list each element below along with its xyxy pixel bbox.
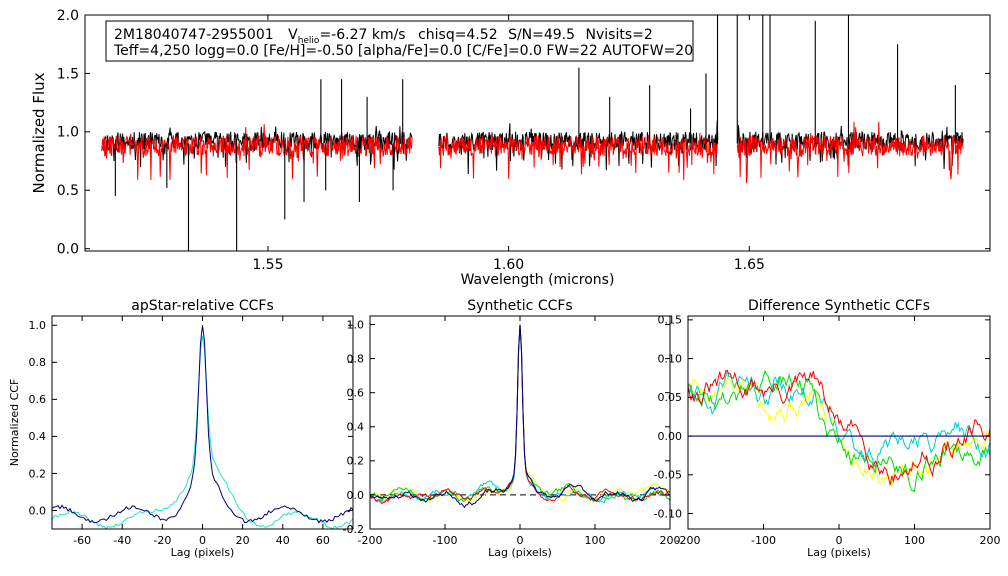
difference-ccf-ytick-label: -0.10 xyxy=(654,507,682,520)
spectrum-axes-frame xyxy=(84,14,991,252)
synthetic-ccf-ytick-label: 0.6 xyxy=(347,387,365,400)
difference-ccf-visit-d-line xyxy=(687,370,991,486)
apstar-ccf-panel: -60 -40 -20 0 20 40 60 0.0 0.2 0.4 0.6 0.8 1.0 apSta… xyxy=(8,298,354,559)
synthetic-ccf-ytick-label: 0.8 xyxy=(347,352,365,365)
difference-ccf-ytick-label: 0.15 xyxy=(658,314,683,327)
spectrum-y-axis-label: Normalized Flux xyxy=(30,72,48,193)
info-line-1: 2M18040747-2955001 Vhelio=-6.27 km/s chi… xyxy=(114,27,653,46)
synthetic-ccf-xtick-label: -200 xyxy=(358,534,383,547)
synthetic-ccf-ticks: -200 -100 0 100 200 -0.2 0.0 0.2 0.4 0.6 0.8 1.0 xyxy=(343,316,681,547)
spectrum-ytick-label: 0.5 xyxy=(57,183,79,199)
spectrum-info-box: 2M18040747-2955001 Vhelio=-6.27 km/s chi… xyxy=(105,20,694,62)
synthetic-ccf-ytick-label: 0.0 xyxy=(347,489,365,502)
synthetic-ccf-x-axis-label: Lag (pixels) xyxy=(488,546,552,559)
apstar-ccf-xtick-label: 20 xyxy=(236,534,250,547)
difference-ccf-ytick-label: -0.05 xyxy=(654,469,682,482)
apstar-ccf-xtick-label: 40 xyxy=(276,534,290,547)
vhelio-label: V xyxy=(288,27,298,43)
apstar-ccf-ticks: -60 -40 -20 0 20 40 60 0.0 0.2 0.4 0.6 0.8 1.0 xyxy=(29,316,353,547)
difference-ccf-ticks: -200 -100 0 100 200 -0.10 -0.05 0.00 0.05 0.10 0.1… xyxy=(654,314,1001,547)
synthetic-ccf-ytick-label: 0.2 xyxy=(347,455,365,468)
difference-ccf-ytick-label: 0.00 xyxy=(658,430,683,443)
apstar-ccf-xtick-label: -60 xyxy=(73,534,91,547)
apstar-ccf-ytick-label: 0.0 xyxy=(29,504,47,517)
spectrum-ytick-label: 2.0 xyxy=(57,8,79,24)
synthetic-ccf-ytick-label: 1.0 xyxy=(347,318,365,331)
difference-ccf-xtick-label: 100 xyxy=(904,534,925,547)
synthetic-ccf-ytick-label: -0.2 xyxy=(343,523,364,536)
apstar-ccf-ytick-label: 1.0 xyxy=(29,319,47,332)
spectrum-plot-area xyxy=(101,15,964,251)
difference-ccf-plot-area xyxy=(687,369,991,493)
difference-ccf-xtick-label: -100 xyxy=(751,534,776,547)
apstar-ccf-ytick-label: 0.8 xyxy=(29,356,47,369)
nvisits-value: Nvisits=2 xyxy=(586,27,653,43)
spectrum-ytick-label: 1.0 xyxy=(57,125,79,141)
synthetic-ccf-xtick-label: 100 xyxy=(585,534,606,547)
synthetic-ccf-plot-area xyxy=(369,324,671,509)
spectrum-ytick-label: 1.5 xyxy=(57,66,79,82)
difference-ccf-title: Difference Synthetic CCFs xyxy=(748,298,930,314)
info-line-2: Teff=4,250 logg=0.0 [Fe/H]=-0.50 [alpha/… xyxy=(113,43,693,59)
apstar-ccf-ytick-label: 0.4 xyxy=(29,430,47,443)
spectrum-xtick-label: 1.60 xyxy=(493,257,524,273)
spectrum-model-line xyxy=(736,121,964,184)
synthetic-ccf-xtick-label: -100 xyxy=(433,534,458,547)
snr-value: S/N=49.5 xyxy=(508,27,575,43)
synthetic-ccf-title: Synthetic CCFs xyxy=(467,298,572,314)
apstar-ccf-ytick-label: 0.6 xyxy=(29,393,47,406)
difference-ccf-xtick-label: -200 xyxy=(676,534,701,547)
synthetic-ccf-panel: -200 -100 0 100 200 -0.2 0.0 0.2 0.4 0.6 0.8 1.0 Sy… xyxy=(343,298,681,559)
synthetic-ccf-visit-e-line xyxy=(369,324,671,509)
difference-ccf-xtick-label: 0 xyxy=(836,534,843,547)
spectrum-panel: 1.55 1.60 1.65 0.0 0.5 1.0 1.5 2.0 Wavelength (… xyxy=(30,8,991,288)
spectrum-model-line xyxy=(438,132,719,181)
apstar-ccf-plot-area xyxy=(51,325,354,530)
difference-ccf-ytick-label: 0.10 xyxy=(658,352,683,365)
apstar-ccf-ytick-label: 0.2 xyxy=(29,467,47,480)
synthetic-ccf-xtick-label: 0 xyxy=(517,534,524,547)
spectrum-xtick-label: 1.55 xyxy=(252,257,283,273)
info-box-frame xyxy=(105,20,694,62)
synthetic-ccf-xtick-label: 200 xyxy=(660,534,681,547)
difference-ccf-visit-c-line xyxy=(687,369,991,469)
apstar-ccf-xtick-label: -40 xyxy=(113,534,131,547)
spectrum-ytick-label: 0.0 xyxy=(57,242,79,258)
chisq-value: chisq=4.52 xyxy=(418,27,498,43)
apstar-ccf-xtick-label: 60 xyxy=(316,534,330,547)
apstar-ccf-y-axis-label: Normalized CCF xyxy=(8,379,21,467)
spectrum-model-line xyxy=(101,124,413,181)
apstar-ccf-visit-2-line xyxy=(51,325,354,524)
vhelio-subscript: helio xyxy=(298,36,320,46)
difference-ccf-x-axis-label: Lag (pixels) xyxy=(807,546,871,559)
difference-ccf-visit-b-line xyxy=(687,369,991,493)
star-id: 2M18040747-2955001 xyxy=(114,27,274,43)
difference-ccf-xtick-label: 200 xyxy=(980,534,1001,547)
apstar-ccf-title: apStar-relative CCFs xyxy=(131,298,274,314)
spectrum-ticks: 1.55 1.60 1.65 0.0 0.5 1.0 1.5 2.0 xyxy=(57,8,990,273)
synthetic-ccf-ytick-label: 0.4 xyxy=(347,421,365,434)
spectrum-xtick-label: 1.65 xyxy=(734,257,765,273)
apstar-ccf-x-axis-label: Lag (pixels) xyxy=(171,546,235,559)
apstar-ccf-xtick-label: 0 xyxy=(199,534,206,547)
vhelio-value: =-6.27 km/s xyxy=(319,27,405,43)
difference-ccf-ytick-label: 0.05 xyxy=(658,391,683,404)
spectrum-x-axis-label: Wavelength (microns) xyxy=(461,272,615,288)
apstar-ccf-xtick-label: -20 xyxy=(153,534,171,547)
difference-ccf-panel: -200 -100 0 100 200 -0.10 -0.05 0.00 0.05 0.10 0.1… xyxy=(654,298,1001,559)
